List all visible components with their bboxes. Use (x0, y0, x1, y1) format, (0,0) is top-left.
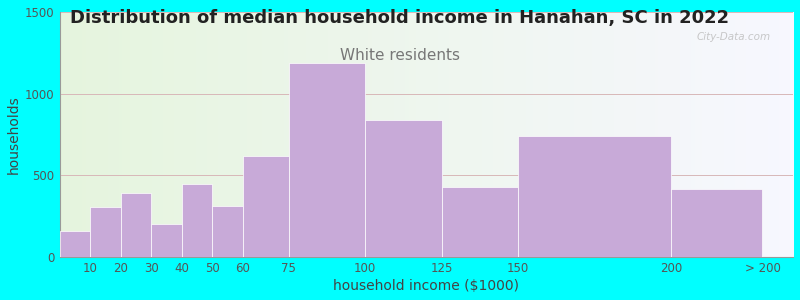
Bar (442, 187, 518, 257)
X-axis label: household income ($1000): household income ($1000) (334, 279, 519, 293)
Bar (243, 156, 289, 257)
Text: Distribution of median household income in Hanahan, SC in 2022: Distribution of median household income … (70, 9, 730, 27)
Bar (289, 63, 366, 257)
Text: City-Data.com: City-Data.com (697, 32, 771, 42)
Bar (671, 189, 762, 257)
Bar (151, 224, 182, 257)
Text: White residents: White residents (340, 48, 460, 63)
Bar (518, 136, 671, 257)
Y-axis label: households: households (7, 95, 21, 174)
Bar (213, 206, 243, 257)
Bar (59, 231, 90, 257)
Bar (366, 120, 442, 257)
Bar (90, 207, 121, 257)
Bar (121, 193, 151, 257)
Bar (182, 184, 213, 257)
